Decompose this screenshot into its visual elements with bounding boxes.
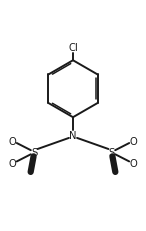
Text: O: O <box>8 137 16 147</box>
Text: S: S <box>109 148 115 158</box>
Text: O: O <box>8 158 16 168</box>
Text: O: O <box>130 137 138 147</box>
Text: S: S <box>31 148 37 158</box>
Text: Cl: Cl <box>68 43 78 53</box>
Text: N: N <box>69 130 77 140</box>
Text: O: O <box>130 158 138 168</box>
